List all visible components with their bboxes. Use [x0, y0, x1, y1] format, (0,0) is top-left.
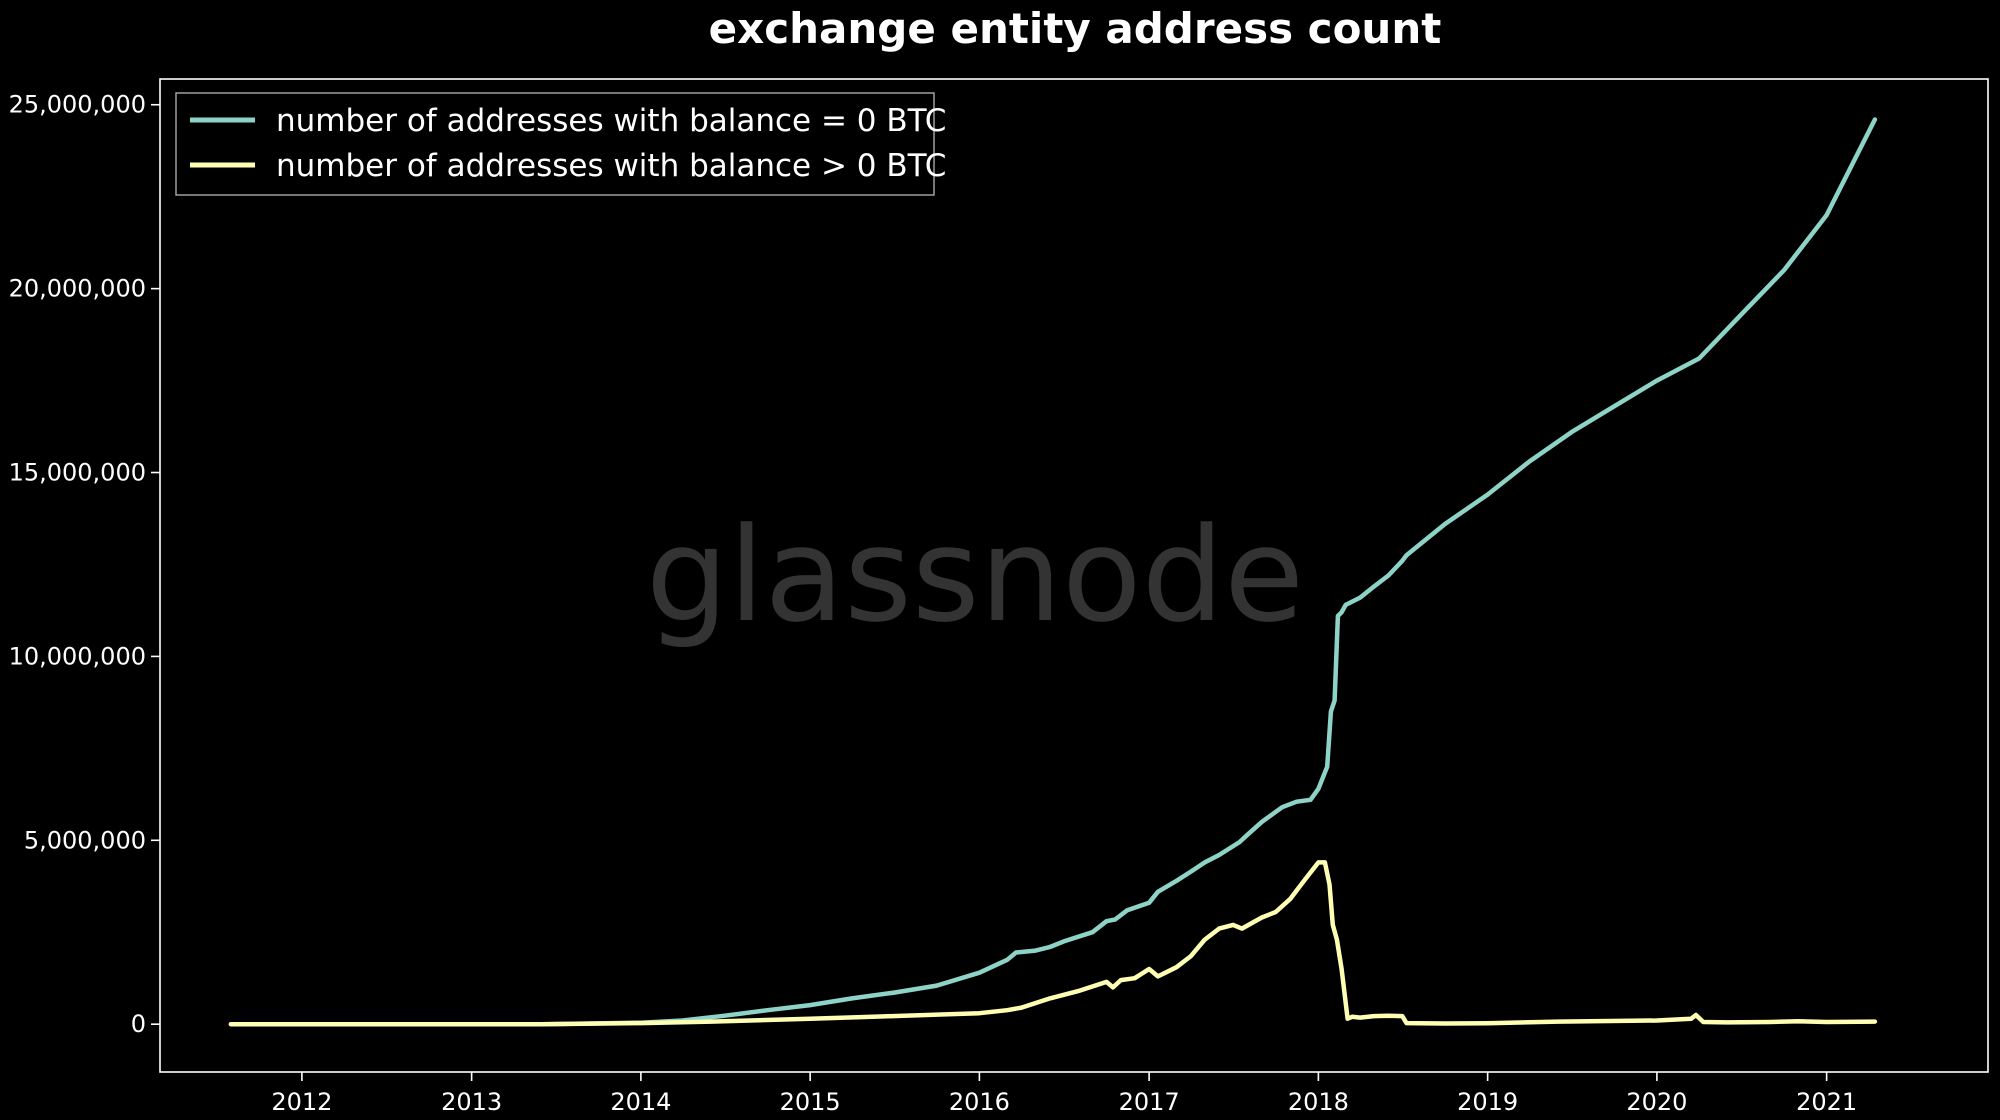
- y-tick-label: 10,000,000: [9, 642, 146, 670]
- y-tick-label: 20,000,000: [9, 275, 146, 303]
- x-tick-label: 2018: [1288, 1088, 1349, 1116]
- x-tick-label: 2014: [610, 1088, 671, 1116]
- x-tick-label: 2015: [780, 1088, 841, 1116]
- y-tick-label: 25,000,000: [9, 91, 146, 119]
- x-tick-label: 2020: [1626, 1088, 1687, 1116]
- x-tick-label: 2017: [1119, 1088, 1180, 1116]
- x-axis: 2012 2013 2014 2015 2016 2017 2018 2019 2020 2021: [271, 1072, 1857, 1116]
- x-tick-label: 2012: [271, 1088, 332, 1116]
- plot-background: [159, 78, 1989, 1073]
- x-tick-label: 2016: [949, 1088, 1010, 1116]
- legend-label-1: number of addresses with balance = 0 BTC: [276, 103, 946, 139]
- chart-title: exchange entity address count: [708, 4, 1442, 53]
- y-axis: 0 5,000,000 10,000,000 15,000,000 20,000,000…: [9, 91, 160, 1038]
- y-tick-label: 15,000,000: [9, 459, 146, 487]
- x-tick-label: 2013: [441, 1088, 502, 1116]
- y-tick-label: 5,000,000: [24, 826, 146, 854]
- series-layer: [228, 117, 1878, 1027]
- legend-label-2: number of addresses with balance > 0 BTC: [276, 148, 946, 184]
- y-tick-label: 0: [131, 1010, 146, 1038]
- legend: number of addresses with balance = 0 BTC…: [175, 92, 946, 196]
- legend-box: [175, 92, 935, 196]
- x-tick-label: 2021: [1796, 1088, 1857, 1116]
- series-line-2: [228, 860, 1878, 1027]
- watermark: glassnode: [646, 499, 1304, 651]
- x-tick-label: 2019: [1457, 1088, 1518, 1116]
- series-line-1: [228, 117, 1878, 1027]
